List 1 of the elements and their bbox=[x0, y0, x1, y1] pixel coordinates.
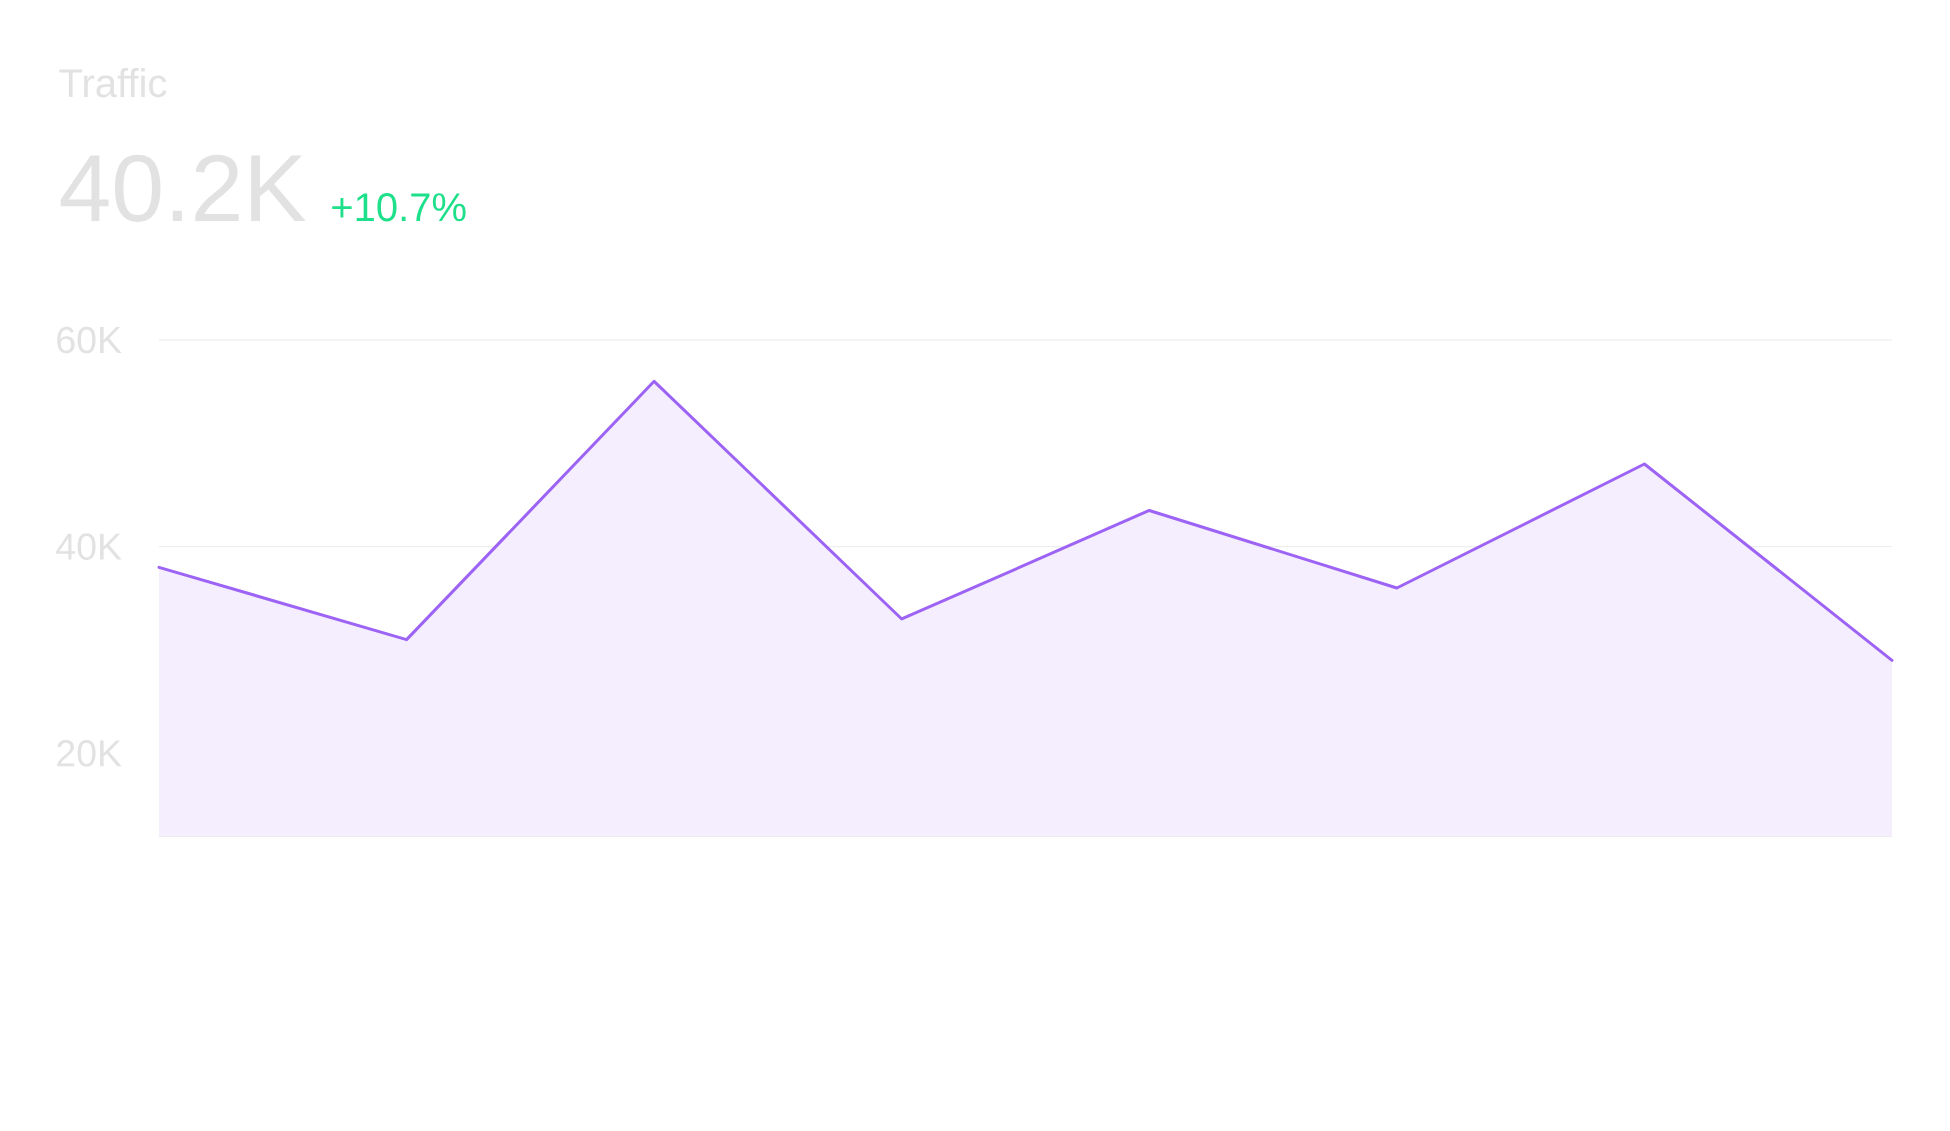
text: +10.7% bbox=[332, 193, 466, 222]
